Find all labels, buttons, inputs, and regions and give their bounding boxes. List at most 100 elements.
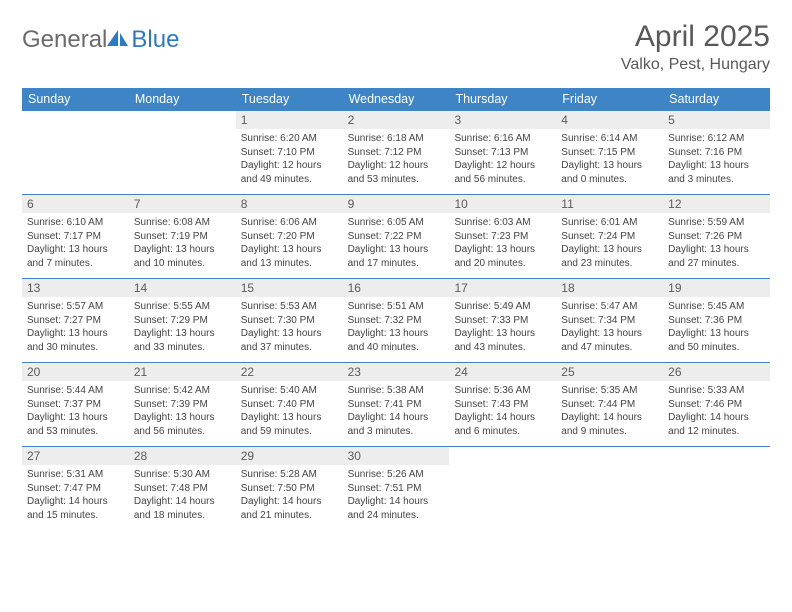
day-number: 10 [449, 195, 556, 213]
daylight-line: Daylight: 13 hours and 56 minutes. [134, 411, 231, 438]
day-cell: 27Sunrise: 5:31 AMSunset: 7:47 PMDayligh… [22, 447, 129, 530]
week-row: 1Sunrise: 6:20 AMSunset: 7:10 PMDaylight… [22, 110, 770, 194]
sunrise-line: Sunrise: 6:05 AM [348, 216, 445, 230]
sunrise-line: Sunrise: 5:42 AM [134, 384, 231, 398]
day-cell: 10Sunrise: 6:03 AMSunset: 7:23 PMDayligh… [449, 195, 556, 278]
sunrise-line: Sunrise: 6:14 AM [561, 132, 658, 146]
sunset-line: Sunset: 7:50 PM [241, 482, 338, 496]
sunrise-line: Sunrise: 5:26 AM [348, 468, 445, 482]
sunset-line: Sunset: 7:47 PM [27, 482, 124, 496]
daylight-line: Daylight: 12 hours and 49 minutes. [241, 159, 338, 186]
calendar-page: General Blue April 2025 Valko, Pest, Hun… [0, 0, 792, 550]
daylight-line: Daylight: 13 hours and 33 minutes. [134, 327, 231, 354]
sunrise-line: Sunrise: 5:51 AM [348, 300, 445, 314]
daylight-line: Daylight: 13 hours and 20 minutes. [454, 243, 551, 270]
day-content: Sunrise: 5:33 AMSunset: 7:46 PMDaylight:… [663, 381, 770, 443]
day-cell: 6Sunrise: 6:10 AMSunset: 7:17 PMDaylight… [22, 195, 129, 278]
sunset-line: Sunset: 7:13 PM [454, 146, 551, 160]
dow-cell: Saturday [663, 88, 770, 110]
daylight-line: Daylight: 13 hours and 37 minutes. [241, 327, 338, 354]
day-content: Sunrise: 5:36 AMSunset: 7:43 PMDaylight:… [449, 381, 556, 443]
daylight-line: Daylight: 13 hours and 7 minutes. [27, 243, 124, 270]
day-cell [449, 447, 556, 530]
daylight-line: Daylight: 14 hours and 6 minutes. [454, 411, 551, 438]
location: Valko, Pest, Hungary [621, 56, 770, 74]
day-number: 5 [663, 111, 770, 129]
day-number: 27 [22, 447, 129, 465]
day-number: 24 [449, 363, 556, 381]
day-cell: 11Sunrise: 6:01 AMSunset: 7:24 PMDayligh… [556, 195, 663, 278]
sunset-line: Sunset: 7:24 PM [561, 230, 658, 244]
month-title: April 2025 [621, 20, 770, 54]
day-number: 15 [236, 279, 343, 297]
day-content: Sunrise: 5:30 AMSunset: 7:48 PMDaylight:… [129, 465, 236, 527]
day-cell: 4Sunrise: 6:14 AMSunset: 7:15 PMDaylight… [556, 111, 663, 194]
sunrise-line: Sunrise: 6:18 AM [348, 132, 445, 146]
sunrise-line: Sunrise: 6:20 AM [241, 132, 338, 146]
day-content: Sunrise: 5:44 AMSunset: 7:37 PMDaylight:… [22, 381, 129, 443]
daylight-line: Daylight: 13 hours and 27 minutes. [668, 243, 765, 270]
day-content: Sunrise: 5:49 AMSunset: 7:33 PMDaylight:… [449, 297, 556, 359]
sunset-line: Sunset: 7:17 PM [27, 230, 124, 244]
week-row: 20Sunrise: 5:44 AMSunset: 7:37 PMDayligh… [22, 362, 770, 446]
day-content: Sunrise: 6:14 AMSunset: 7:15 PMDaylight:… [556, 129, 663, 191]
page-header: General Blue April 2025 Valko, Pest, Hun… [22, 20, 770, 74]
sunset-line: Sunset: 7:37 PM [27, 398, 124, 412]
day-cell: 13Sunrise: 5:57 AMSunset: 7:27 PMDayligh… [22, 279, 129, 362]
sunrise-line: Sunrise: 5:49 AM [454, 300, 551, 314]
day-number: 17 [449, 279, 556, 297]
daylight-line: Daylight: 12 hours and 53 minutes. [348, 159, 445, 186]
day-number: 19 [663, 279, 770, 297]
day-number: 2 [343, 111, 450, 129]
day-number: 9 [343, 195, 450, 213]
daylight-line: Daylight: 13 hours and 0 minutes. [561, 159, 658, 186]
day-number: 28 [129, 447, 236, 465]
daylight-line: Daylight: 13 hours and 50 minutes. [668, 327, 765, 354]
day-content: Sunrise: 6:16 AMSunset: 7:13 PMDaylight:… [449, 129, 556, 191]
dow-cell: Wednesday [343, 88, 450, 110]
day-content: Sunrise: 6:08 AMSunset: 7:19 PMDaylight:… [129, 213, 236, 275]
day-content: Sunrise: 5:31 AMSunset: 7:47 PMDaylight:… [22, 465, 129, 527]
sunset-line: Sunset: 7:19 PM [134, 230, 231, 244]
day-number: 22 [236, 363, 343, 381]
day-content: Sunrise: 6:18 AMSunset: 7:12 PMDaylight:… [343, 129, 450, 191]
daylight-line: Daylight: 14 hours and 18 minutes. [134, 495, 231, 522]
day-content: Sunrise: 6:06 AMSunset: 7:20 PMDaylight:… [236, 213, 343, 275]
sunset-line: Sunset: 7:39 PM [134, 398, 231, 412]
sunrise-line: Sunrise: 5:57 AM [27, 300, 124, 314]
logo-text-blue: Blue [131, 26, 179, 54]
sunset-line: Sunset: 7:43 PM [454, 398, 551, 412]
sunset-line: Sunset: 7:15 PM [561, 146, 658, 160]
day-number: 6 [22, 195, 129, 213]
day-cell: 2Sunrise: 6:18 AMSunset: 7:12 PMDaylight… [343, 111, 450, 194]
daylight-line: Daylight: 13 hours and 43 minutes. [454, 327, 551, 354]
dow-cell: Friday [556, 88, 663, 110]
daylight-line: Daylight: 13 hours and 30 minutes. [27, 327, 124, 354]
sunset-line: Sunset: 7:29 PM [134, 314, 231, 328]
day-cell: 12Sunrise: 5:59 AMSunset: 7:26 PMDayligh… [663, 195, 770, 278]
dow-cell: Monday [129, 88, 236, 110]
day-cell: 21Sunrise: 5:42 AMSunset: 7:39 PMDayligh… [129, 363, 236, 446]
dow-cell: Thursday [449, 88, 556, 110]
day-content: Sunrise: 6:05 AMSunset: 7:22 PMDaylight:… [343, 213, 450, 275]
day-content: Sunrise: 5:57 AMSunset: 7:27 PMDaylight:… [22, 297, 129, 359]
daylight-line: Daylight: 14 hours and 24 minutes. [348, 495, 445, 522]
calendar-grid: SundayMondayTuesdayWednesdayThursdayFrid… [22, 88, 770, 530]
day-content: Sunrise: 5:55 AMSunset: 7:29 PMDaylight:… [129, 297, 236, 359]
sunset-line: Sunset: 7:23 PM [454, 230, 551, 244]
sunrise-line: Sunrise: 5:30 AM [134, 468, 231, 482]
week-row: 27Sunrise: 5:31 AMSunset: 7:47 PMDayligh… [22, 446, 770, 530]
day-number: 8 [236, 195, 343, 213]
sunrise-line: Sunrise: 6:08 AM [134, 216, 231, 230]
day-content: Sunrise: 6:12 AMSunset: 7:16 PMDaylight:… [663, 129, 770, 191]
day-number: 11 [556, 195, 663, 213]
sunrise-line: Sunrise: 5:59 AM [668, 216, 765, 230]
day-number: 16 [343, 279, 450, 297]
sunset-line: Sunset: 7:20 PM [241, 230, 338, 244]
day-cell: 14Sunrise: 5:55 AMSunset: 7:29 PMDayligh… [129, 279, 236, 362]
day-number: 14 [129, 279, 236, 297]
day-cell: 8Sunrise: 6:06 AMSunset: 7:20 PMDaylight… [236, 195, 343, 278]
sunset-line: Sunset: 7:33 PM [454, 314, 551, 328]
daylight-line: Daylight: 13 hours and 3 minutes. [668, 159, 765, 186]
day-cell: 19Sunrise: 5:45 AMSunset: 7:36 PMDayligh… [663, 279, 770, 362]
